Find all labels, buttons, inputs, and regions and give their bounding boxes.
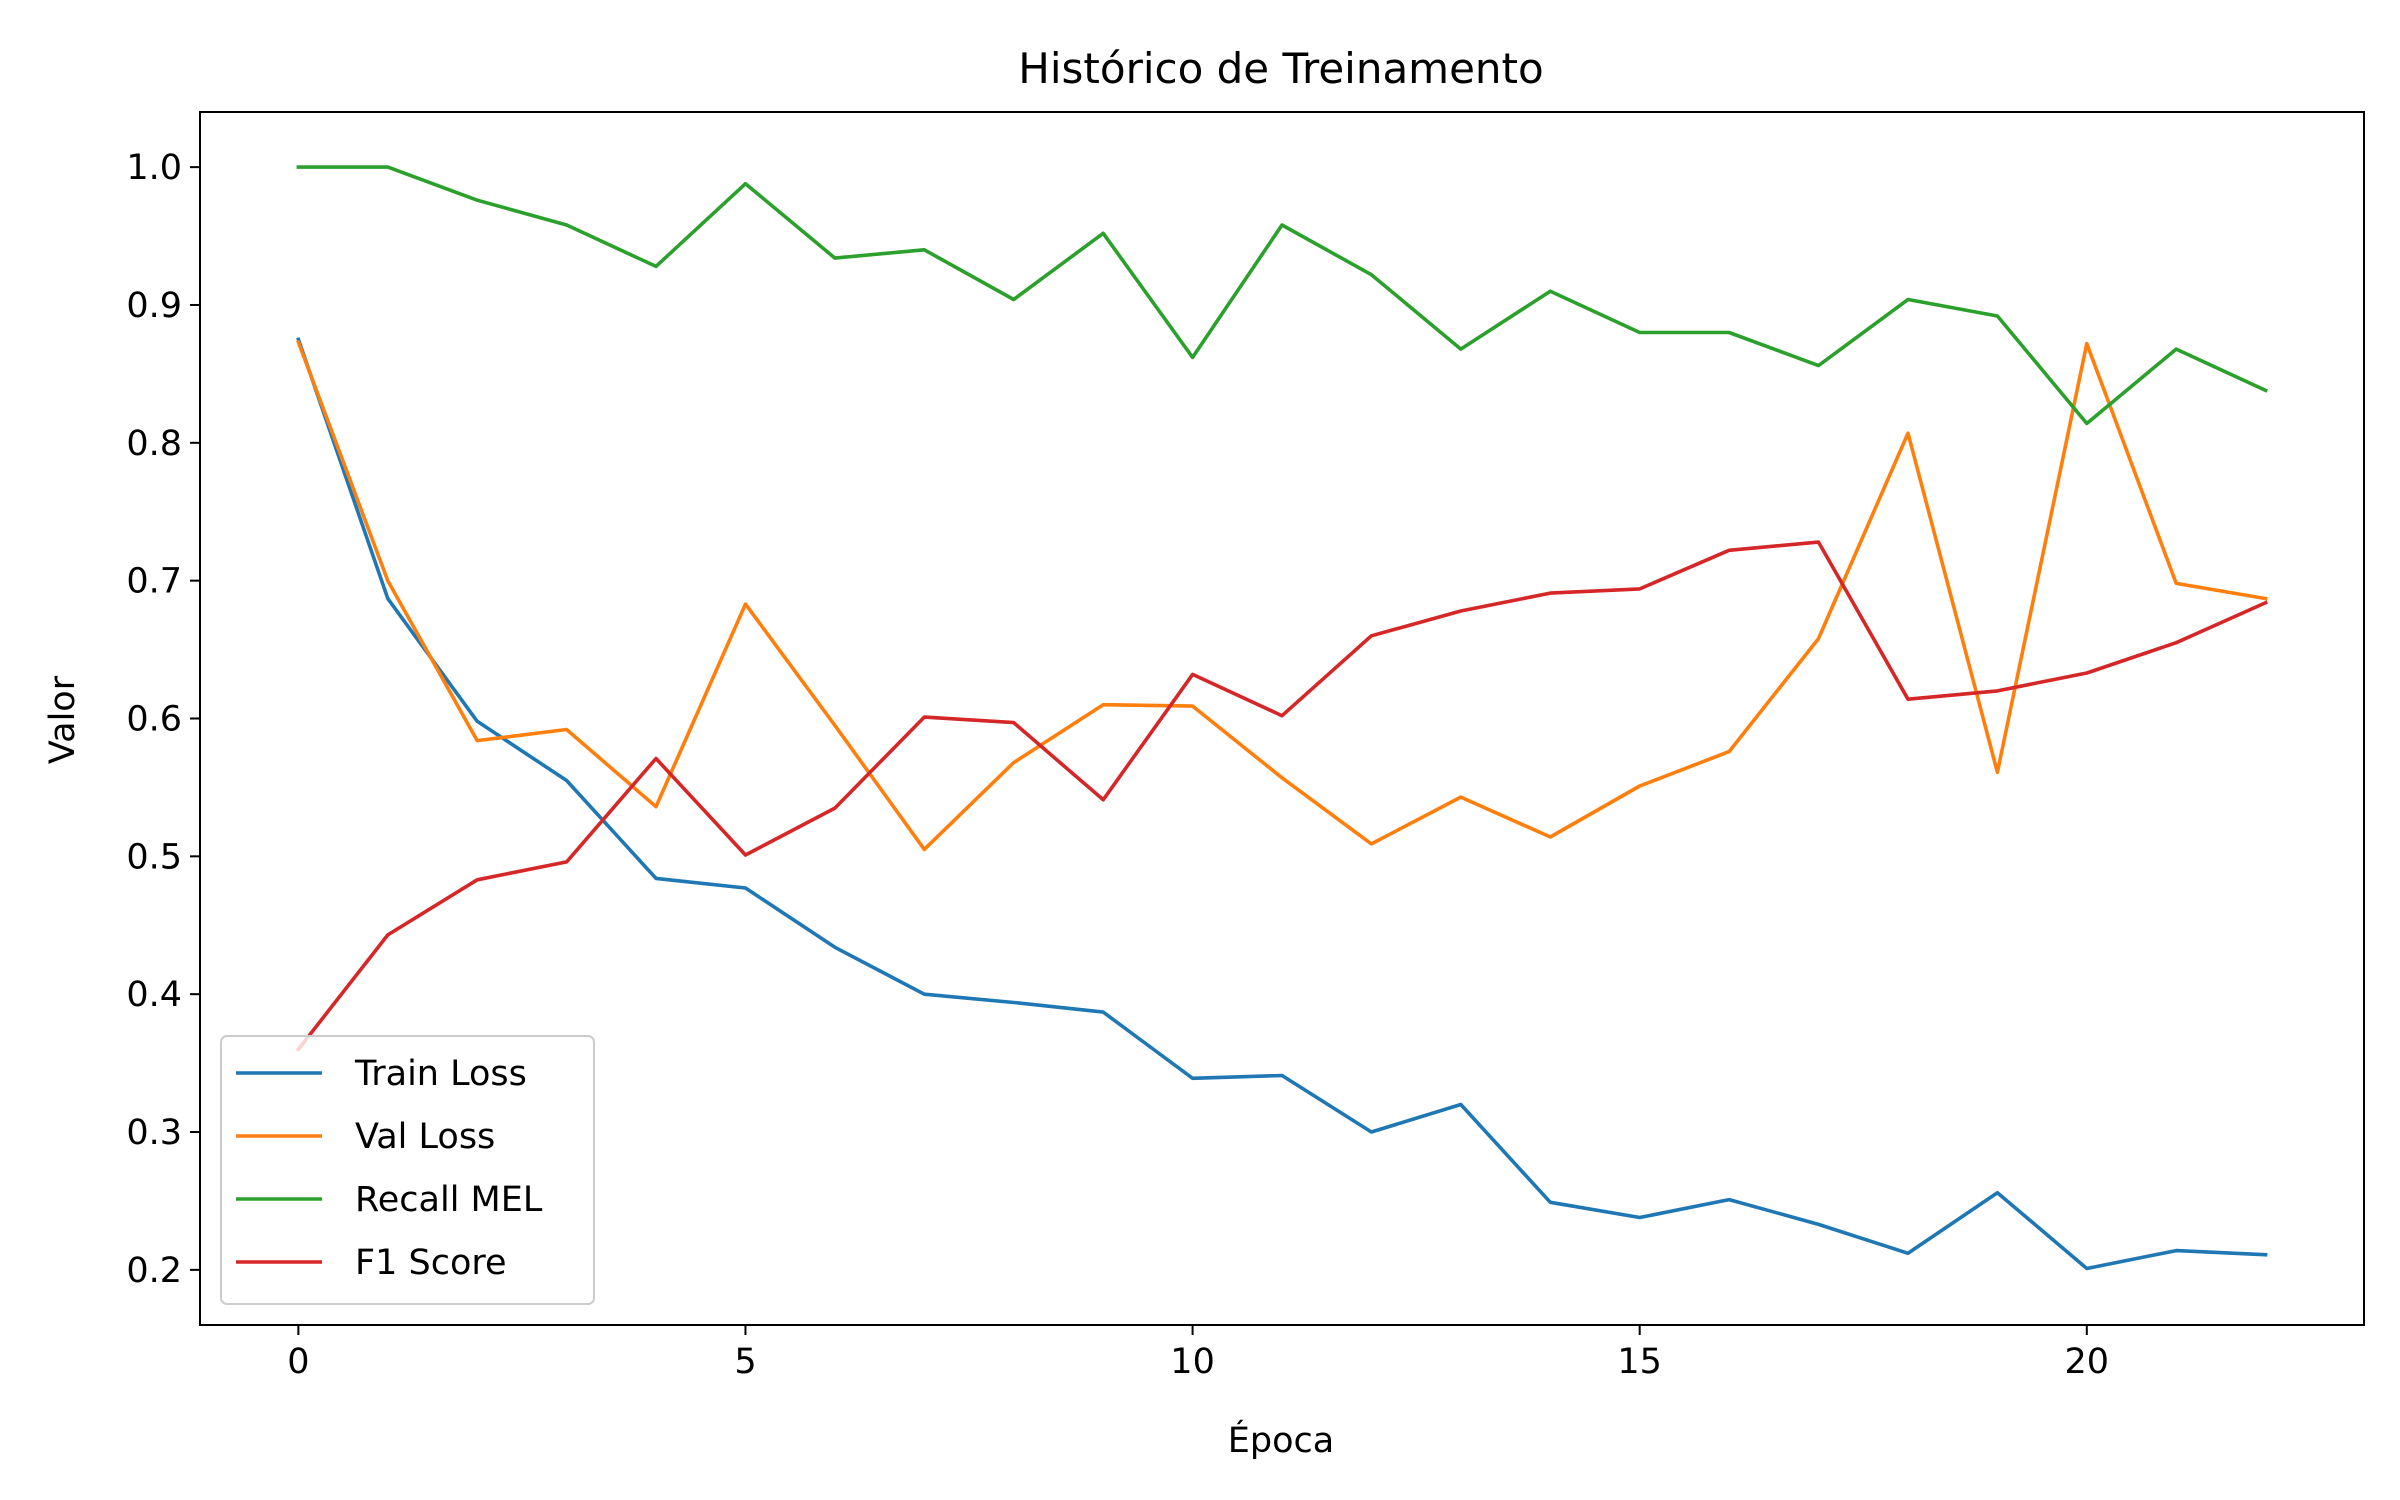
y-tick-label: 1.0: [126, 148, 182, 188]
legend-label-f1-score: F1 Score: [355, 1243, 507, 1283]
y-tick-label: 0.4: [126, 975, 182, 1015]
x-tick-label: 20: [2065, 1342, 2110, 1382]
y-tick-label: 0.6: [126, 700, 182, 740]
x-tick-label: 0: [287, 1342, 309, 1382]
axes: 0 5 10 15 20 0.2 0.3 0.4 0.5 0.6 0.7 0.8 0.9 1.0: [126, 111, 2365, 1382]
y-tick-label: 0.8: [126, 424, 182, 464]
x-tick-label: 15: [1617, 1342, 1662, 1382]
series-line-train-loss: [296, 337, 2268, 1271]
legend-label-val-loss: Val Loss: [355, 1117, 495, 1157]
legend-label-train-loss: Train Loss: [354, 1054, 527, 1094]
series-line-recall-mel: [296, 165, 2268, 426]
y-tick-label: 0.7: [126, 562, 182, 602]
series-line-f1-score: [295, 540, 2268, 1052]
chart-title: Histórico de Treinamento: [1018, 44, 1543, 93]
legend-box: [220, 1035, 595, 1305]
plot-area: [295, 165, 2268, 1271]
x-axis-title: Época: [1228, 1419, 1334, 1461]
x-tick-label: 10: [1170, 1342, 1215, 1382]
series-line-val-loss: [296, 339, 2268, 852]
y-tick-label: 0.5: [126, 837, 182, 877]
legend-label-recall-mel: Recall MEL: [355, 1180, 543, 1220]
y-axis-title: Valor: [43, 675, 83, 764]
legend: Train Loss Val Loss Recall MEL F1 Score: [220, 1035, 595, 1305]
y-tick-label: 0.3: [126, 1113, 182, 1153]
x-tick-label: 5: [734, 1342, 756, 1382]
y-tick-label: 0.2: [126, 1251, 182, 1291]
y-tick-label: 0.9: [126, 286, 182, 326]
